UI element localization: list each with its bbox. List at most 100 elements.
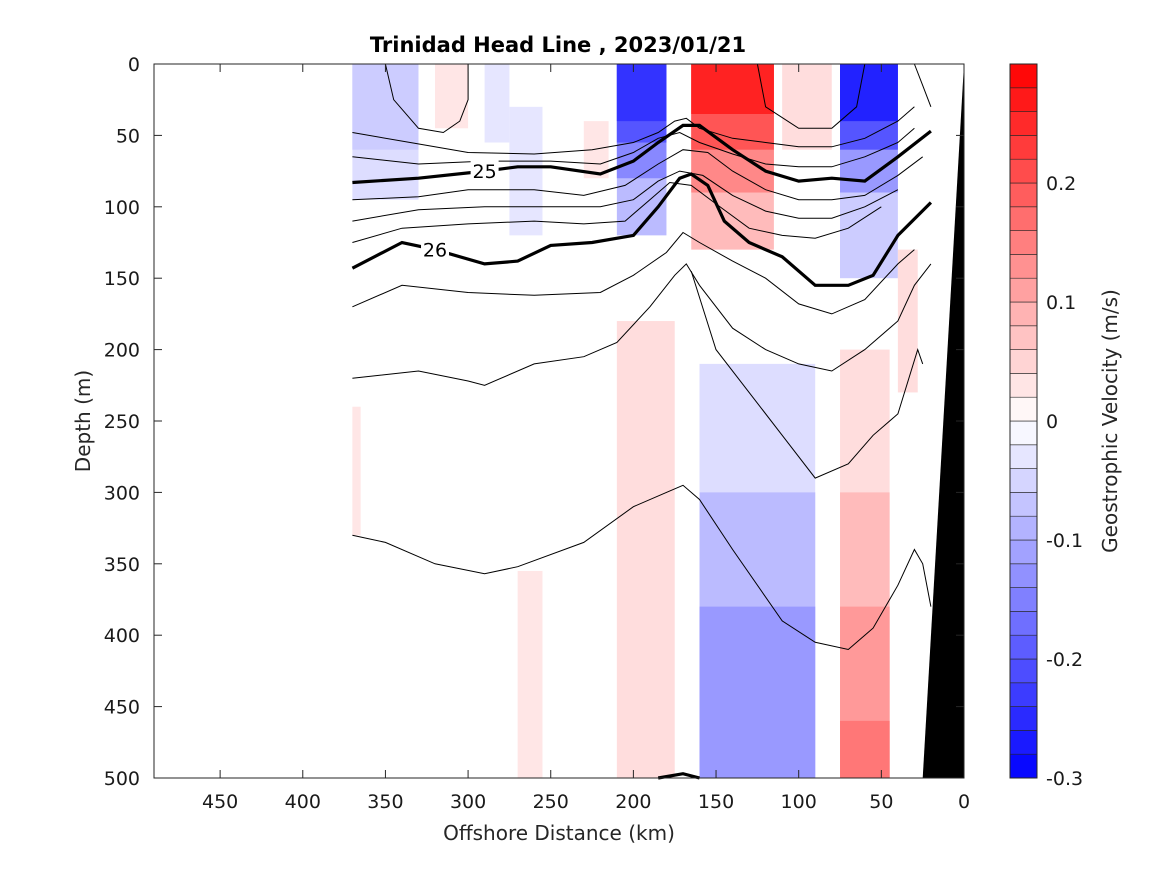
velocity-patch	[840, 720, 890, 778]
colorbar-band	[1009, 492, 1038, 517]
density-contour-line	[690, 270, 924, 479]
velocity-patch	[782, 64, 832, 150]
colorbar-tick-label: -0.1	[1046, 530, 1083, 552]
y-tick-label: 400	[104, 625, 140, 647]
plot-area: 25 26	[153, 63, 965, 780]
colorbar-label: Geostrophic Velocity (m/s)	[1098, 289, 1122, 553]
density-contour-line	[351, 172, 933, 287]
colorbar-band	[1009, 301, 1038, 327]
density-contour-line	[913, 63, 932, 107]
bathymetry-shelf	[922, 64, 964, 778]
x-tick-label: 300	[450, 791, 486, 813]
colorbar-band	[1009, 158, 1038, 184]
density-contour-line	[352, 231, 915, 315]
density-contour-line	[352, 106, 915, 155]
contour-label: 26	[423, 240, 447, 262]
y-tick-label: 100	[104, 197, 140, 219]
colorbar-tick-label: -0.3	[1046, 768, 1083, 790]
x-tick-label: 50	[869, 791, 893, 813]
colorbar-band	[1009, 373, 1038, 398]
colorbar-band	[1009, 611, 1038, 636]
colorbar-band	[1009, 587, 1038, 612]
colorbar-band	[1009, 706, 1038, 731]
contour-label-bg	[421, 238, 450, 261]
colorbar-band	[1009, 420, 1038, 446]
y-tick-label: 450	[104, 697, 140, 719]
x-tick-label: 250	[533, 791, 569, 813]
colorbar-tick-label: 0.2	[1046, 173, 1076, 195]
y-tick-label: 50	[116, 125, 140, 147]
colorbar-band	[1009, 634, 1038, 660]
density-contour-line	[657, 772, 700, 780]
x-tick-label: 150	[698, 791, 734, 813]
x-tick-label: 100	[781, 791, 817, 813]
density-contour-line	[352, 181, 882, 243]
colorbar-band	[1009, 206, 1038, 231]
velocity-patch	[616, 64, 667, 122]
velocity-patch	[897, 249, 918, 393]
colorbar-band	[1009, 63, 1038, 89]
velocity-patch	[699, 606, 816, 778]
colorbar-tick-label: -0.2	[1046, 649, 1083, 671]
colorbar-band	[1009, 563, 1038, 588]
density-contour-line	[352, 484, 932, 651]
colorbar-band	[1009, 658, 1038, 684]
y-axis-label: Depth (m)	[71, 370, 95, 472]
colorbar-band	[1009, 515, 1038, 541]
x-tick-label: 200	[615, 791, 651, 813]
density-contours: 25 26	[351, 63, 933, 780]
velocity-patch	[435, 64, 469, 129]
density-contour-line	[352, 123, 932, 185]
colorbar: 0.2 0.1 0 -0.1 -0.2 -0.3	[1009, 63, 1083, 790]
velocity-patch	[484, 64, 510, 143]
density-contour-line	[352, 149, 923, 201]
colorbar-band	[1009, 254, 1038, 279]
x-tick-label: 0	[958, 791, 970, 813]
velocity-patch	[517, 570, 543, 778]
contour-label-bg	[470, 160, 499, 183]
density-contour-line	[352, 170, 899, 222]
colorbar-band	[1009, 753, 1038, 779]
y-axis-ticks: 0 50 100 150 200 250 300 350 400 450 500	[104, 54, 964, 790]
x-axis-ticks: 450 400 350 300 250 200 150 100 50 0	[202, 64, 970, 813]
colorbar-band	[1009, 182, 1038, 208]
velocity-patch	[509, 106, 543, 236]
colorbar-band	[1009, 349, 1038, 374]
velocity-patch	[352, 64, 419, 150]
shelf-polygon	[922, 64, 964, 778]
colorbar-band	[1009, 135, 1038, 160]
colorbar-band	[1009, 87, 1038, 112]
colorbar-band	[1009, 730, 1038, 755]
colorbar-band	[1009, 444, 1038, 469]
density-contour-line	[352, 263, 932, 386]
density-contour-line	[756, 63, 866, 129]
y-tick-label: 250	[104, 411, 140, 433]
colorbar-band	[1009, 111, 1038, 136]
colorbar-band	[1009, 539, 1038, 565]
colorbar-band	[1009, 468, 1038, 493]
density-contour-line	[352, 127, 915, 168]
colorbar-band	[1009, 325, 1038, 350]
x-tick-label: 400	[285, 791, 321, 813]
x-axis-label: Offshore Distance (km)	[443, 821, 675, 845]
density-contour-line	[384, 63, 469, 134]
y-tick-label: 300	[104, 482, 140, 504]
y-tick-label: 150	[104, 268, 140, 290]
contour-label: 25	[473, 161, 497, 183]
chart-title: Trinidad Head Line , 2023/01/21	[370, 33, 746, 57]
colorbar-tick-label: 0	[1046, 411, 1058, 433]
velocity-patch	[352, 406, 361, 536]
velocity-patch	[840, 64, 898, 122]
y-tick-label: 0	[128, 54, 140, 76]
x-tick-label: 450	[202, 791, 238, 813]
colorbar-band	[1009, 230, 1038, 255]
y-tick-label: 350	[104, 554, 140, 576]
colorbar-band	[1009, 277, 1038, 303]
x-tick-label: 350	[367, 791, 403, 813]
colorbar-band	[1009, 396, 1038, 422]
velocity-patch	[616, 321, 675, 778]
y-tick-label: 200	[104, 340, 140, 362]
colorbar-tick-label: 0.1	[1046, 292, 1076, 314]
plot-background	[154, 64, 964, 778]
